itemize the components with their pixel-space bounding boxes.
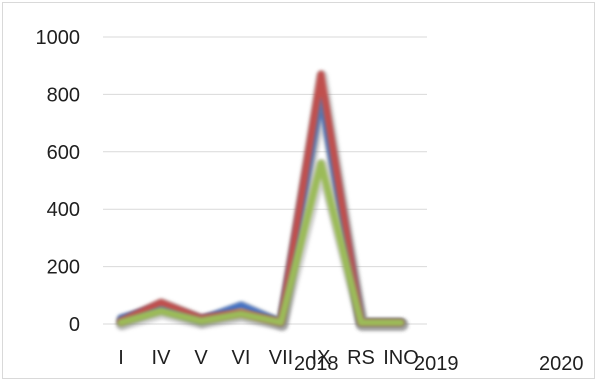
- y-tick-label: 400: [47, 199, 80, 221]
- y-tick-label: 0: [69, 314, 80, 336]
- y-tick-label: 200: [47, 257, 80, 279]
- y-tick-label: 800: [47, 84, 80, 106]
- y-tick-label: 1000: [36, 27, 81, 49]
- series-line-2020: [117, 159, 405, 327]
- series-lines: [116, 70, 408, 331]
- x-tick-label: V: [194, 347, 208, 369]
- x-tick-label: I: [118, 347, 124, 369]
- x-tick-label: IX: [312, 347, 331, 369]
- legend-label: 2018: [294, 353, 339, 375]
- x-tick-label: IV: [152, 347, 172, 369]
- gridlines: [103, 36, 427, 325]
- legend: 2018 2019 2020: [233, 353, 584, 375]
- y-tick-label: 600: [47, 142, 80, 164]
- y-axis-tick-labels: 0 200 400 600 800 1000: [36, 27, 81, 336]
- legend-label: 2019: [414, 353, 459, 375]
- chart-frame: [2, 2, 595, 379]
- legend-item-2019: 2019: [353, 353, 459, 375]
- legend-item-2020: 2020: [478, 353, 584, 375]
- legend-label: 2020: [539, 353, 584, 375]
- legend-item-2018: 2018: [233, 353, 339, 375]
- series-shadow-2019: [116, 70, 408, 331]
